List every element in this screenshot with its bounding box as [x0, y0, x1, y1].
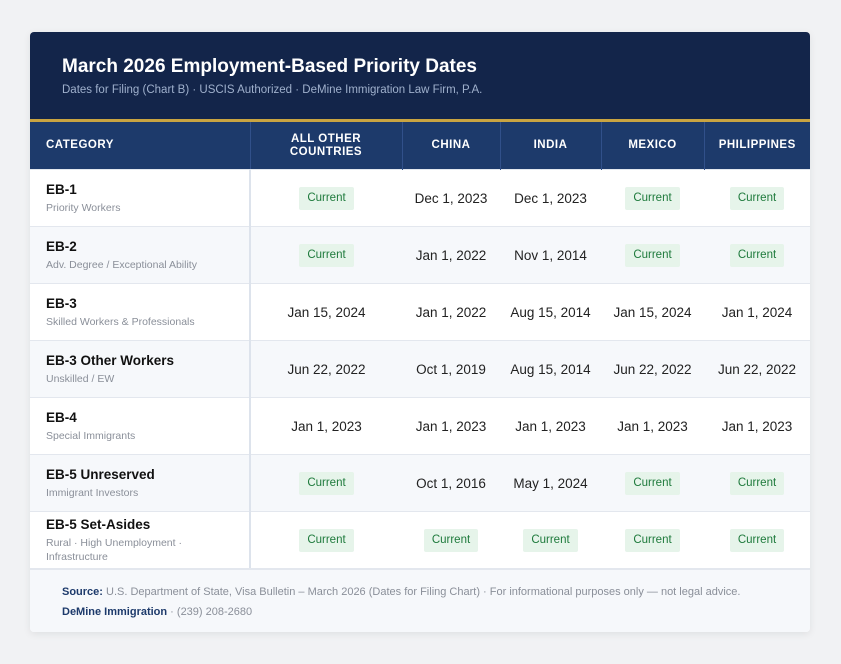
- date-cell: Current: [704, 226, 810, 284]
- category-name: EB-5 Unreserved: [46, 467, 155, 482]
- category-name: EB-1: [46, 182, 77, 197]
- current-badge: Current: [625, 243, 680, 267]
- date-cell: Current: [601, 169, 704, 227]
- category-description: Special Immigrants: [46, 430, 136, 442]
- date-cell: Jan 1, 2022: [402, 283, 500, 341]
- priority-dates-table: CATEGORY ALL OTHER COUNTRIES CHINA INDIA MEX…: [30, 122, 810, 568]
- category-name: EB-3: [46, 296, 77, 311]
- column-header: INDIA: [499, 122, 601, 170]
- table-row: EB-2 Adv. Degree / Exceptional Ability Cur…: [30, 226, 810, 284]
- source-label: Source:: [62, 586, 103, 598]
- date-cell: Current: [704, 169, 810, 227]
- category-cell: EB-5 Set-Asides Rural · High Unemployment…: [30, 511, 251, 568]
- current-badge: Current: [299, 471, 354, 495]
- date-cell: Jan 1, 2023: [704, 397, 810, 455]
- date-cell: May 1, 2024: [500, 454, 601, 512]
- table-row: EB-4 Special Immigrants Jan 1, 2023 Jan 1, …: [30, 397, 810, 455]
- category-name: EB-5 Set-Asides: [46, 517, 151, 532]
- table-row: EB-5 Set-Asides Rural · High Unemployment…: [30, 511, 810, 568]
- date-cell: Jun 22, 2022: [704, 340, 810, 398]
- current-badge: Current: [299, 528, 354, 552]
- column-header: MEXICO: [600, 122, 704, 170]
- date-cell: Current: [250, 454, 402, 512]
- category-description: Priority Workers: [46, 202, 121, 214]
- page-subtitle: Dates for Filing (Chart B) · USCIS Autho…: [62, 84, 483, 96]
- table-row: EB-3 Other Workers Unskilled / EW Jun 22, …: [30, 340, 810, 398]
- current-badge: Current: [625, 471, 680, 495]
- card-header: March 2026 Employment-Based Priority Dat…: [30, 32, 810, 122]
- date-cell: Dec 1, 2023: [402, 169, 500, 227]
- column-header: CHINA: [401, 122, 500, 170]
- column-header: CATEGORY: [30, 122, 250, 170]
- date-cell: Jan 1, 2024: [704, 283, 810, 341]
- table-row: EB-5 Unreserved Immigrant Investors Curren…: [30, 454, 810, 512]
- source-text: U.S. Department of State, Visa Bulletin …: [102, 586, 741, 598]
- date-cell: Jan 1, 2023: [250, 397, 402, 455]
- category-description: Adv. Degree / Exceptional Ability: [46, 259, 197, 271]
- column-header: PHILIPPINES: [703, 122, 810, 170]
- date-cell: Current: [250, 226, 402, 284]
- firm-phone: · (239) 208-2680: [167, 606, 253, 618]
- date-cell: Current: [601, 511, 704, 568]
- table-row: EB-3 Skilled Workers & Professionals Jan 1…: [30, 283, 810, 341]
- date-cell: Oct 1, 2019: [402, 340, 500, 398]
- current-badge: Current: [729, 243, 785, 267]
- date-cell: Current: [704, 511, 810, 568]
- date-cell: Current: [601, 226, 704, 284]
- category-cell: EB-1 Priority Workers: [30, 169, 251, 227]
- firm-name: DeMine Immigration: [62, 606, 168, 618]
- category-description: Rural · High Unemployment · Infrastructu…: [46, 537, 182, 563]
- category-description: Skilled Workers & Professionals: [46, 316, 195, 328]
- date-cell: Jan 15, 2024: [250, 283, 402, 341]
- date-cell: Current: [250, 169, 402, 227]
- column-header: ALL OTHER COUNTRIES: [249, 122, 402, 170]
- category-description: Unskilled / EW: [46, 373, 115, 385]
- current-badge: Current: [523, 528, 578, 552]
- date-cell: Jan 1, 2023: [500, 397, 601, 455]
- date-cell: Oct 1, 2016: [402, 454, 500, 512]
- date-cell: Jan 1, 2022: [402, 226, 500, 284]
- date-cell: Aug 15, 2014: [500, 283, 601, 341]
- current-badge: Current: [299, 186, 354, 210]
- current-badge: Current: [625, 186, 680, 210]
- date-cell: Current: [601, 454, 704, 512]
- date-cell: Dec 1, 2023: [500, 169, 601, 227]
- date-cell: Current: [704, 454, 810, 512]
- category-cell: EB-3 Other Workers Unskilled / EW: [30, 340, 251, 398]
- date-cell: Current: [500, 511, 601, 568]
- current-badge: Current: [299, 243, 354, 267]
- date-cell: Jan 1, 2023: [601, 397, 704, 455]
- footer: Source: U.S. Department of State, Visa B…: [30, 568, 810, 632]
- category-cell: EB-2 Adv. Degree / Exceptional Ability: [30, 226, 251, 284]
- category-name: EB-2: [46, 239, 77, 254]
- table-row: EB-1 Priority Workers Current Dec 1, 2023 De…: [30, 169, 810, 227]
- current-badge: Current: [729, 471, 785, 495]
- current-badge: Current: [423, 528, 479, 552]
- date-cell: Current: [250, 511, 402, 568]
- current-badge: Current: [625, 528, 680, 552]
- date-cell: Aug 15, 2014: [500, 340, 601, 398]
- date-cell: Nov 1, 2014: [500, 226, 601, 284]
- date-cell: Current: [402, 511, 500, 568]
- category-cell: EB-5 Unreserved Immigrant Investors: [30, 454, 251, 512]
- date-cell: Jan 15, 2024: [601, 283, 704, 341]
- category-name: EB-4: [46, 410, 77, 425]
- category-cell: EB-4 Special Immigrants: [30, 397, 251, 455]
- date-cell: Jan 1, 2023: [402, 397, 500, 455]
- current-badge: Current: [729, 186, 785, 210]
- current-badge: Current: [729, 528, 785, 552]
- page-title: March 2026 Employment-Based Priority Dat…: [62, 56, 477, 77]
- category-description: Immigrant Investors: [46, 487, 139, 499]
- category-name: EB-3 Other Workers: [46, 353, 175, 368]
- date-cell: Jun 22, 2022: [601, 340, 704, 398]
- category-cell: EB-3 Skilled Workers & Professionals: [30, 283, 251, 341]
- date-cell: Jun 22, 2022: [250, 340, 402, 398]
- priority-dates-card: March 2026 Employment-Based Priority Dat…: [30, 32, 810, 632]
